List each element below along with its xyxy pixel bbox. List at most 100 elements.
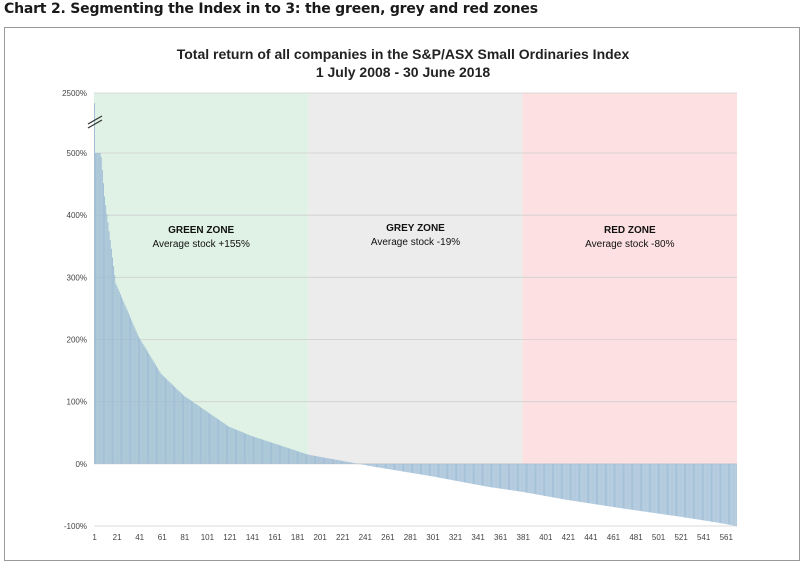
bar	[291, 449, 293, 464]
bar	[674, 463, 676, 517]
bar	[708, 463, 710, 522]
bar	[148, 353, 150, 464]
bar	[586, 463, 588, 504]
bar	[636, 463, 638, 511]
zone-background-3	[522, 93, 737, 464]
bar	[185, 397, 187, 464]
bar	[464, 463, 465, 483]
bar	[101, 170, 103, 464]
bar	[379, 463, 381, 468]
bar	[135, 331, 137, 464]
bar	[579, 463, 580, 502]
bar	[550, 463, 552, 498]
bar	[477, 463, 479, 485]
bar	[504, 463, 506, 490]
bar	[174, 386, 175, 464]
bar	[619, 463, 621, 509]
bar	[515, 463, 517, 491]
bar	[329, 458, 331, 464]
bar	[308, 454, 310, 464]
bar	[492, 463, 494, 488]
x-tick-label: 1	[92, 533, 97, 542]
bar	[382, 463, 384, 469]
bar	[537, 463, 539, 495]
bar	[709, 463, 711, 522]
bar	[725, 463, 727, 525]
y-tick-label: 100%	[67, 398, 87, 407]
bar	[147, 351, 148, 464]
bar	[538, 463, 540, 495]
bar	[637, 463, 639, 511]
bar	[122, 299, 124, 464]
bar	[178, 391, 180, 464]
bar	[201, 407, 203, 464]
bar	[588, 463, 589, 504]
bar	[624, 463, 626, 509]
bar	[151, 358, 153, 464]
bar	[123, 302, 125, 464]
bar	[145, 349, 147, 464]
y-tick-label: 400%	[67, 211, 87, 220]
bar	[655, 463, 657, 514]
bar	[568, 463, 570, 501]
bar	[730, 463, 732, 525]
bar	[601, 463, 603, 506]
bar	[400, 463, 402, 472]
bar	[664, 463, 666, 515]
bar	[448, 463, 450, 480]
bar	[564, 463, 566, 500]
bar	[540, 463, 542, 496]
bar	[212, 415, 214, 464]
bar	[724, 463, 726, 524]
bar	[656, 463, 658, 514]
bar	[457, 463, 459, 482]
bar	[605, 463, 606, 506]
bar	[171, 384, 173, 464]
bar	[341, 460, 342, 464]
bar	[128, 315, 130, 464]
bar	[614, 463, 615, 508]
bar	[144, 347, 146, 464]
bar	[514, 463, 516, 491]
bar	[620, 463, 622, 509]
bar	[238, 430, 240, 464]
bar	[288, 448, 289, 464]
bar	[277, 444, 279, 464]
bar	[498, 463, 500, 489]
bar	[242, 432, 244, 464]
bar	[414, 463, 416, 474]
bar	[671, 463, 673, 516]
bar	[521, 463, 523, 492]
bar	[557, 463, 559, 499]
bar	[176, 388, 178, 464]
bar	[565, 463, 567, 500]
bar	[103, 183, 104, 464]
bar	[153, 362, 155, 464]
bar	[98, 153, 100, 464]
bar	[618, 463, 620, 508]
bar	[645, 463, 647, 512]
bar	[302, 453, 304, 464]
bar	[389, 463, 391, 470]
bar	[691, 463, 693, 519]
bar	[687, 463, 689, 518]
bar	[333, 459, 335, 464]
bar	[598, 463, 600, 505]
x-tick-label: 561	[720, 533, 734, 542]
bar	[194, 403, 196, 464]
bar	[711, 463, 712, 522]
bar	[590, 463, 592, 504]
bar	[332, 459, 333, 464]
bar	[591, 463, 593, 504]
bar	[196, 404, 198, 464]
bar	[250, 435, 252, 464]
x-tick-label: 441	[584, 533, 598, 542]
bar	[535, 463, 536, 495]
x-tick-label: 361	[494, 533, 508, 542]
bar	[215, 417, 217, 464]
bar	[317, 456, 319, 464]
bar	[483, 463, 485, 486]
x-tick-label: 21	[113, 533, 122, 542]
bar	[192, 401, 194, 464]
bar	[321, 457, 323, 464]
